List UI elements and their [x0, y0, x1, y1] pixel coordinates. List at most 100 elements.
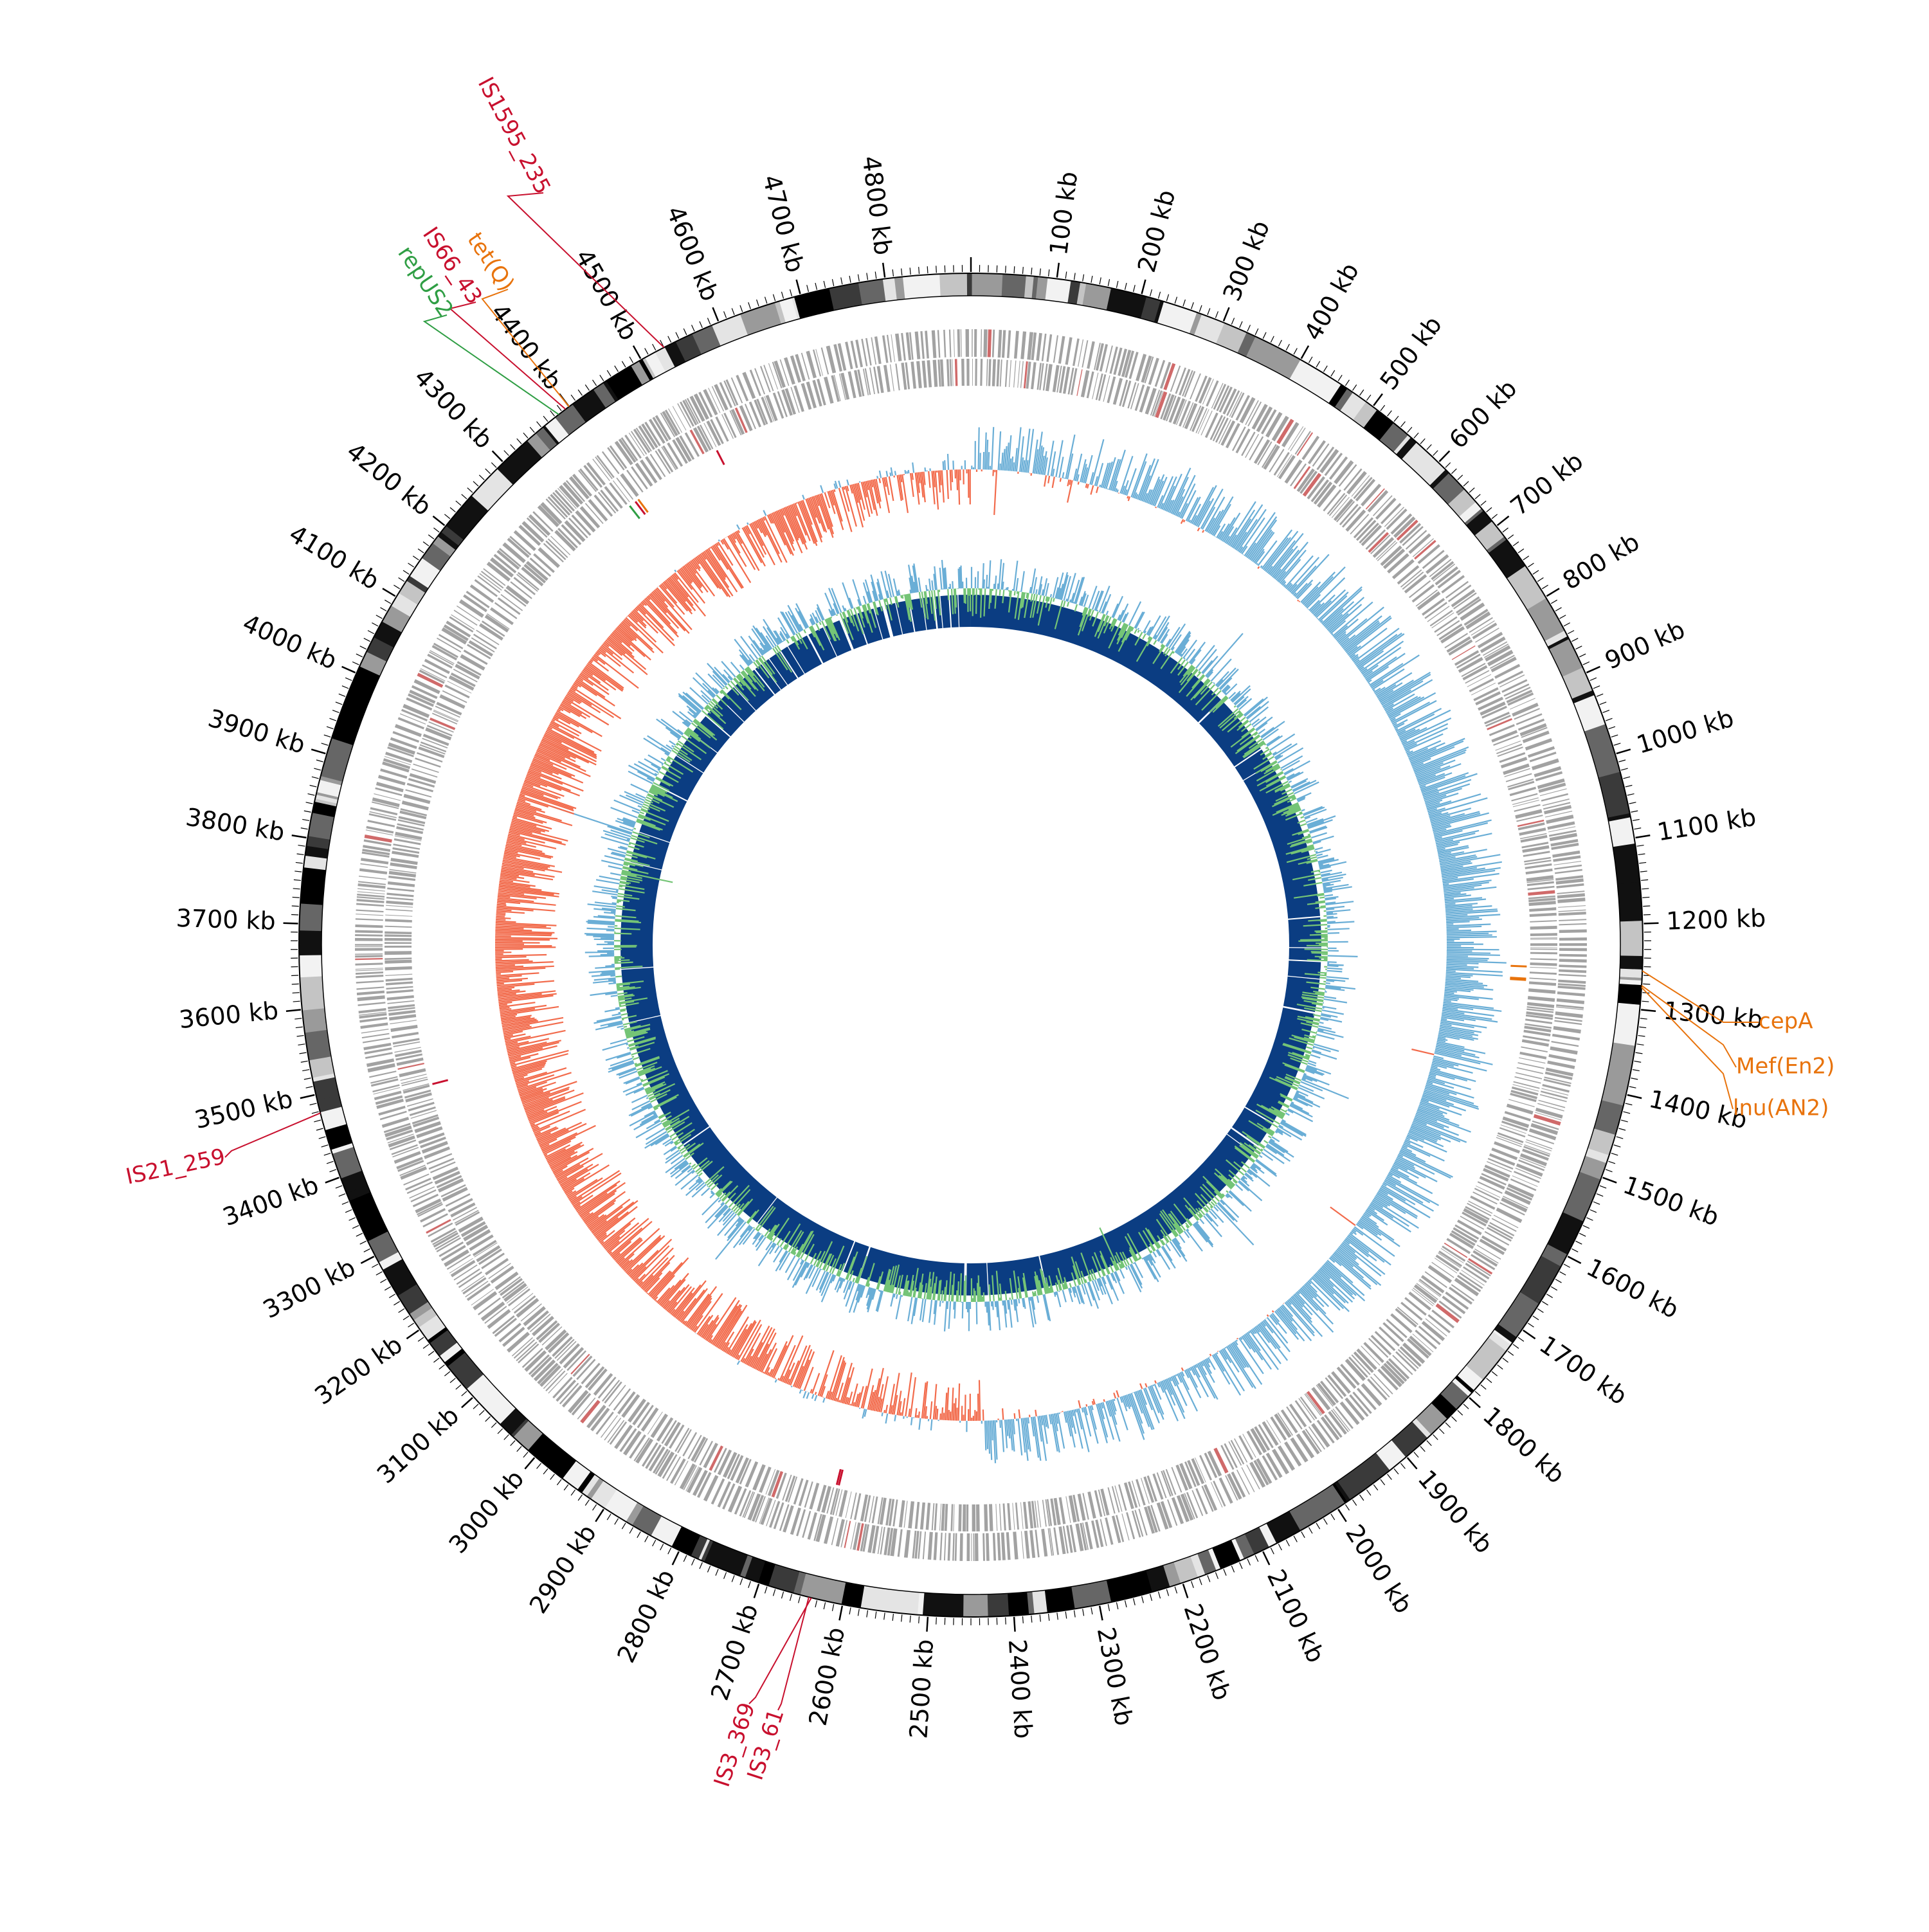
gene-forward	[844, 1521, 851, 1548]
tick-label-4400kb: 4400 kb	[485, 298, 568, 395]
gene-forward	[986, 1533, 990, 1561]
minor-tick	[892, 1614, 893, 1621]
gene-forward	[1065, 337, 1073, 365]
minor-tick	[1191, 1581, 1194, 1587]
minor-tick	[1175, 1587, 1177, 1593]
minor-tick	[511, 1441, 515, 1446]
gene-forward	[983, 329, 987, 357]
gene-reverse	[1013, 361, 1016, 388]
minor-tick	[1575, 1241, 1582, 1244]
minor-tick	[1022, 1616, 1023, 1623]
minor-tick	[1278, 340, 1281, 347]
minor-tick	[724, 1572, 727, 1578]
gene-reverse	[989, 1504, 993, 1531]
minor-tick	[757, 300, 759, 306]
minor-tick	[1551, 600, 1557, 604]
minor-tick	[1618, 1128, 1626, 1130]
minor-tick	[1373, 1485, 1378, 1490]
minor-tick	[444, 1371, 450, 1376]
minor-tick	[1469, 488, 1474, 492]
minor-tick	[1255, 1555, 1258, 1562]
gene-forward	[362, 1033, 390, 1038]
gene-reverse	[1295, 1400, 1312, 1423]
minor-tick	[292, 906, 299, 907]
minor-tick	[1142, 1596, 1144, 1603]
tick-label-3600kb: 3600 kb	[177, 997, 279, 1034]
gene-forward	[1367, 1378, 1388, 1400]
minor-tick	[1191, 302, 1194, 309]
gene-forward	[1459, 1272, 1483, 1289]
gene-forward	[1559, 929, 1587, 933]
minor-tick	[368, 631, 374, 634]
minor-tick	[1621, 768, 1628, 770]
minor-tick	[1606, 1169, 1612, 1172]
gene-reverse	[997, 359, 1000, 386]
minor-tick	[327, 1161, 333, 1164]
gene-reverse	[408, 1102, 435, 1112]
gene-reverse	[950, 1504, 953, 1531]
minor-tick	[428, 535, 434, 539]
minor-tick	[1579, 1233, 1586, 1236]
gene-reverse	[1002, 1503, 1006, 1530]
minor-tick	[1617, 1137, 1624, 1139]
minor-tick	[622, 361, 626, 367]
tick-label-1700kb: 1700 kb	[1534, 1330, 1632, 1411]
minor-tick	[336, 702, 342, 705]
minor-tick	[1199, 305, 1202, 312]
IS1595_235-marker	[717, 451, 724, 465]
gene-forward	[1559, 919, 1586, 921]
gene-reverse	[1161, 1471, 1171, 1497]
minor-tick	[1352, 1500, 1356, 1506]
IS21_259-label: IS21_259	[123, 1144, 228, 1190]
gene-reverse	[1530, 962, 1557, 966]
minor-tick	[1323, 366, 1327, 372]
minor-tick	[1568, 631, 1574, 634]
minor-tick	[700, 1562, 702, 1569]
minor-tick	[1301, 1531, 1305, 1538]
minor-tick	[1091, 1607, 1092, 1614]
minor-tick	[356, 654, 363, 657]
minor-tick	[781, 1592, 783, 1599]
major-tick	[1142, 280, 1146, 294]
major-tick	[1183, 1584, 1188, 1598]
gene-reverse	[387, 887, 414, 892]
gene-forward	[1211, 383, 1224, 409]
gene-reverse	[388, 881, 415, 887]
gene-reverse	[394, 838, 421, 845]
minor-tick	[936, 266, 937, 273]
minor-tick	[1381, 1479, 1385, 1485]
minor-tick	[1583, 1225, 1589, 1229]
gene-forward	[1555, 1011, 1583, 1018]
gene-forward	[1557, 998, 1584, 1004]
minor-tick	[1074, 273, 1075, 280]
major-tick	[383, 588, 395, 596]
gene-forward	[937, 330, 941, 357]
minor-tick	[1388, 1474, 1392, 1480]
tick-label-2600kb: 2600 kb	[804, 1625, 851, 1728]
minor-tick	[298, 1044, 305, 1045]
minor-tick	[1551, 1286, 1557, 1290]
gene-reverse	[995, 1504, 997, 1531]
gene-reverse	[386, 897, 413, 901]
gene-reverse	[385, 942, 412, 944]
gene-forward	[597, 455, 615, 478]
gene-forward	[1559, 923, 1586, 925]
minor-tick	[716, 1569, 718, 1575]
minor-tick	[564, 1485, 568, 1490]
minor-tick	[832, 279, 833, 286]
minor-tick	[557, 1479, 561, 1485]
gene-forward	[1014, 331, 1019, 359]
minor-tick	[1366, 1490, 1370, 1495]
minor-tick	[394, 585, 399, 589]
gene-forward	[369, 1070, 396, 1078]
minor-tick	[1492, 1371, 1498, 1376]
minor-tick	[380, 608, 386, 611]
gene-forward	[394, 1151, 421, 1164]
minor-tick	[867, 1611, 868, 1618]
minor-tick	[1240, 1562, 1242, 1569]
minor-tick	[1564, 1264, 1570, 1267]
gene-reverse	[1529, 978, 1556, 980]
minor-tick	[308, 794, 315, 795]
minor-tick	[364, 1249, 370, 1252]
